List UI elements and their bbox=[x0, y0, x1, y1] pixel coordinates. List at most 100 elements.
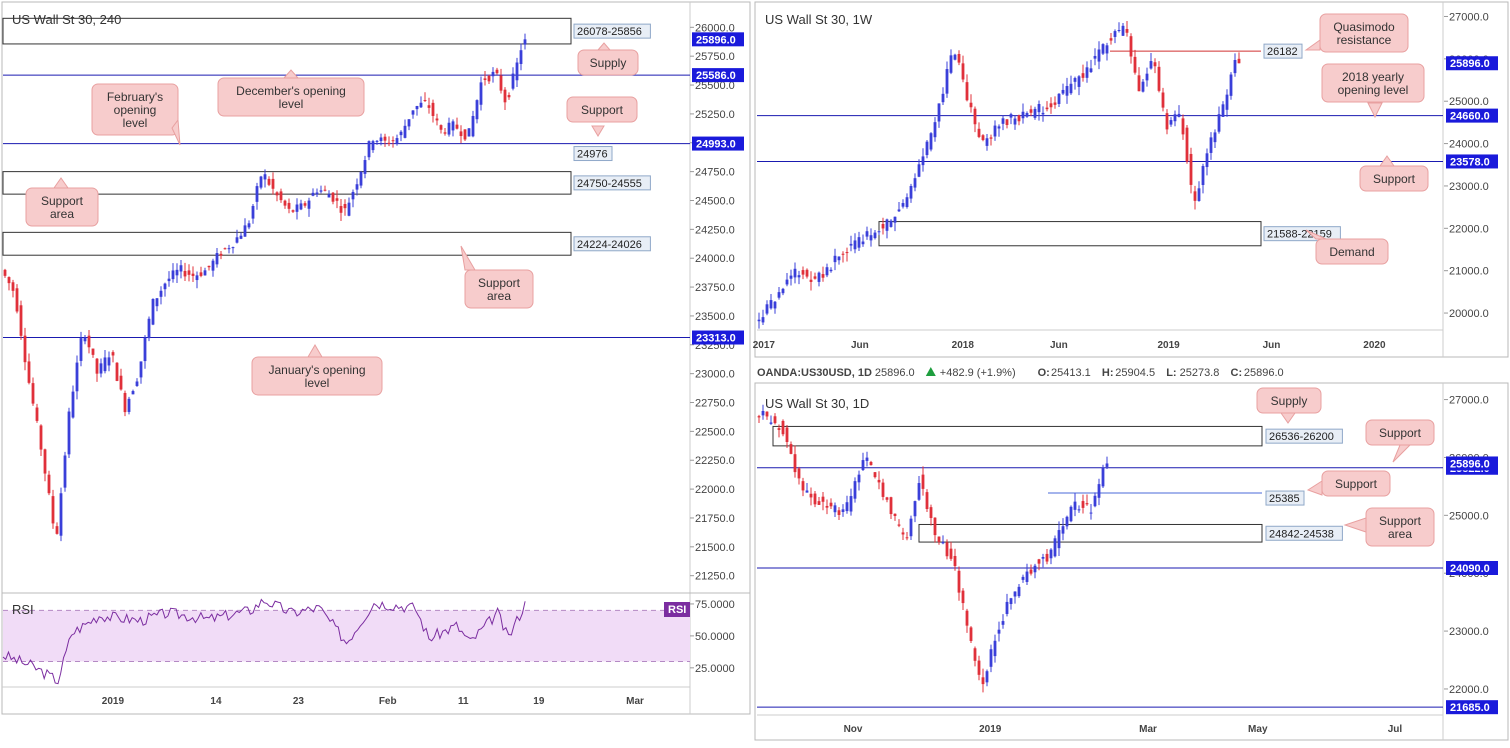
h4-candle-body bbox=[295, 204, 299, 212]
h4-note-support-area-right-box bbox=[464, 269, 534, 309]
w1-candle-body bbox=[1125, 29, 1129, 33]
h4-note-february-line: February's bbox=[107, 90, 163, 104]
d1-y-tick-label: 22000.0 bbox=[1449, 684, 1489, 696]
h4-y-tick-label: 24250.0 bbox=[695, 224, 735, 236]
h4-y-tick-label: 25250.0 bbox=[695, 109, 735, 121]
h4-candle-body bbox=[219, 253, 223, 256]
w1-candle-body bbox=[969, 102, 973, 108]
w1-candle-body bbox=[1089, 68, 1093, 73]
w1-candle-body bbox=[825, 267, 829, 276]
w1-candle-body bbox=[1053, 102, 1057, 105]
w1-candle-body bbox=[853, 240, 857, 250]
h4-zone-label: 24224-24026 bbox=[577, 239, 642, 251]
d1-candle-body bbox=[793, 454, 797, 473]
w1-candle-body bbox=[1217, 114, 1221, 132]
w1-title: US Wall St 30, 1W bbox=[765, 12, 873, 27]
d1-candle-body bbox=[997, 629, 1001, 634]
w1-candle-body bbox=[1189, 153, 1193, 185]
d1-candle-body bbox=[781, 420, 785, 435]
d1-candle-body bbox=[1057, 530, 1061, 549]
w1-candle-body bbox=[1033, 108, 1037, 118]
h4-note-supply-pointer bbox=[596, 42, 612, 51]
h4-candle-body bbox=[23, 335, 27, 363]
w1-current-price-badge: 25896.0 bbox=[1450, 58, 1490, 70]
w1-candle-body bbox=[1049, 103, 1053, 108]
w1-candle-body bbox=[1101, 44, 1105, 54]
h4-candle-body bbox=[131, 391, 135, 395]
h4-candle-body bbox=[415, 106, 419, 110]
h4-candle-body bbox=[195, 275, 199, 281]
d1-candle-body bbox=[1081, 501, 1085, 508]
d1-candle-body bbox=[885, 497, 889, 500]
d1-zone-label: 24842-24538 bbox=[1269, 528, 1334, 540]
left-panel-border bbox=[1, 1, 751, 715]
w1-candle-body bbox=[985, 138, 989, 146]
h4-candle-body bbox=[471, 115, 475, 137]
w1-candle-body bbox=[929, 133, 933, 150]
d1-candle-body bbox=[1021, 576, 1025, 580]
w1-candle-body bbox=[945, 69, 949, 94]
d1-candle-body bbox=[921, 474, 925, 489]
h4-candle-body bbox=[55, 526, 59, 534]
rsi-y-tick-label: 25.0000 bbox=[695, 663, 735, 675]
d1-candle-body bbox=[909, 518, 913, 537]
w1-candle-body bbox=[1057, 93, 1061, 104]
d1-candle-body bbox=[825, 505, 829, 508]
h4-candle-body bbox=[35, 407, 39, 421]
d1-candle-body bbox=[837, 510, 841, 515]
w1-candle-body bbox=[1069, 83, 1073, 94]
d1-level-badge-bg bbox=[1446, 560, 1498, 575]
h4-candle-body bbox=[523, 39, 527, 45]
w1-candle-body bbox=[1145, 73, 1149, 81]
h4-candle-body bbox=[451, 121, 455, 131]
h4-candle-body bbox=[119, 375, 123, 390]
w1-x-tick-label: 2018 bbox=[952, 340, 975, 351]
h4-candle-body bbox=[31, 383, 35, 404]
h4-candle-body bbox=[227, 248, 231, 250]
w1-candle-body bbox=[1181, 118, 1185, 135]
w1-candle-body bbox=[1037, 104, 1041, 113]
d1-candle-body bbox=[1001, 621, 1005, 625]
h4-candle-body bbox=[403, 125, 407, 138]
h4-candle-body bbox=[375, 140, 379, 142]
legend-c_label: C: bbox=[1231, 367, 1243, 379]
h4-candle-body bbox=[367, 141, 371, 158]
h4-y-tick-label: 22000.0 bbox=[695, 484, 735, 496]
h4-zone bbox=[2, 17, 572, 45]
w1-note-quasimodo-pointer bbox=[1304, 39, 1321, 51]
h4-x-tick-label: 11 bbox=[458, 696, 469, 707]
d1-x-tick-label: May bbox=[1248, 724, 1268, 735]
w1-note-yearly-line: 2018 yearly bbox=[1342, 70, 1404, 84]
w1-candle-body bbox=[861, 241, 865, 245]
d1-level-badge: 21685.0 bbox=[1450, 702, 1490, 714]
h4-candle-body bbox=[303, 203, 307, 206]
w1-quasimodo-label: 26182 bbox=[1267, 46, 1298, 58]
w1-candle-body bbox=[1153, 62, 1157, 67]
h4-level-badge-bg bbox=[692, 136, 744, 151]
h4-candle-body bbox=[331, 192, 335, 202]
h4-candle-body bbox=[359, 171, 363, 186]
w1-candle-body bbox=[1197, 188, 1201, 201]
legend-h_label: H: bbox=[1102, 367, 1114, 379]
h4-y-tick-label: 22500.0 bbox=[695, 426, 735, 438]
bottom-right-panel-border bbox=[754, 382, 1509, 741]
d1-candle-body bbox=[1097, 484, 1101, 498]
h4-candle-body bbox=[107, 357, 111, 366]
h4-y-tick-label: 24500.0 bbox=[695, 195, 735, 207]
w1-candle-body bbox=[1161, 92, 1165, 108]
h4-candle-body bbox=[183, 270, 187, 277]
d1-candle-body bbox=[785, 427, 789, 443]
h4-candle-body bbox=[103, 357, 107, 372]
d1-candle-body bbox=[1009, 598, 1013, 605]
w1-candle-body bbox=[809, 279, 813, 282]
d1-candle-body bbox=[1033, 565, 1037, 573]
w1-candle-body bbox=[1133, 56, 1137, 73]
h4-note-support-area-right-line: Support bbox=[478, 276, 521, 290]
w1-candle-body bbox=[801, 270, 805, 275]
h4-zone-label-bg bbox=[573, 23, 651, 39]
w1-candle-body bbox=[813, 276, 817, 279]
h4-candle-body bbox=[11, 282, 15, 291]
h4-candle-body bbox=[87, 335, 91, 348]
h4-y-tick-label: 24750.0 bbox=[695, 167, 735, 179]
h4-candle-body bbox=[311, 192, 315, 196]
